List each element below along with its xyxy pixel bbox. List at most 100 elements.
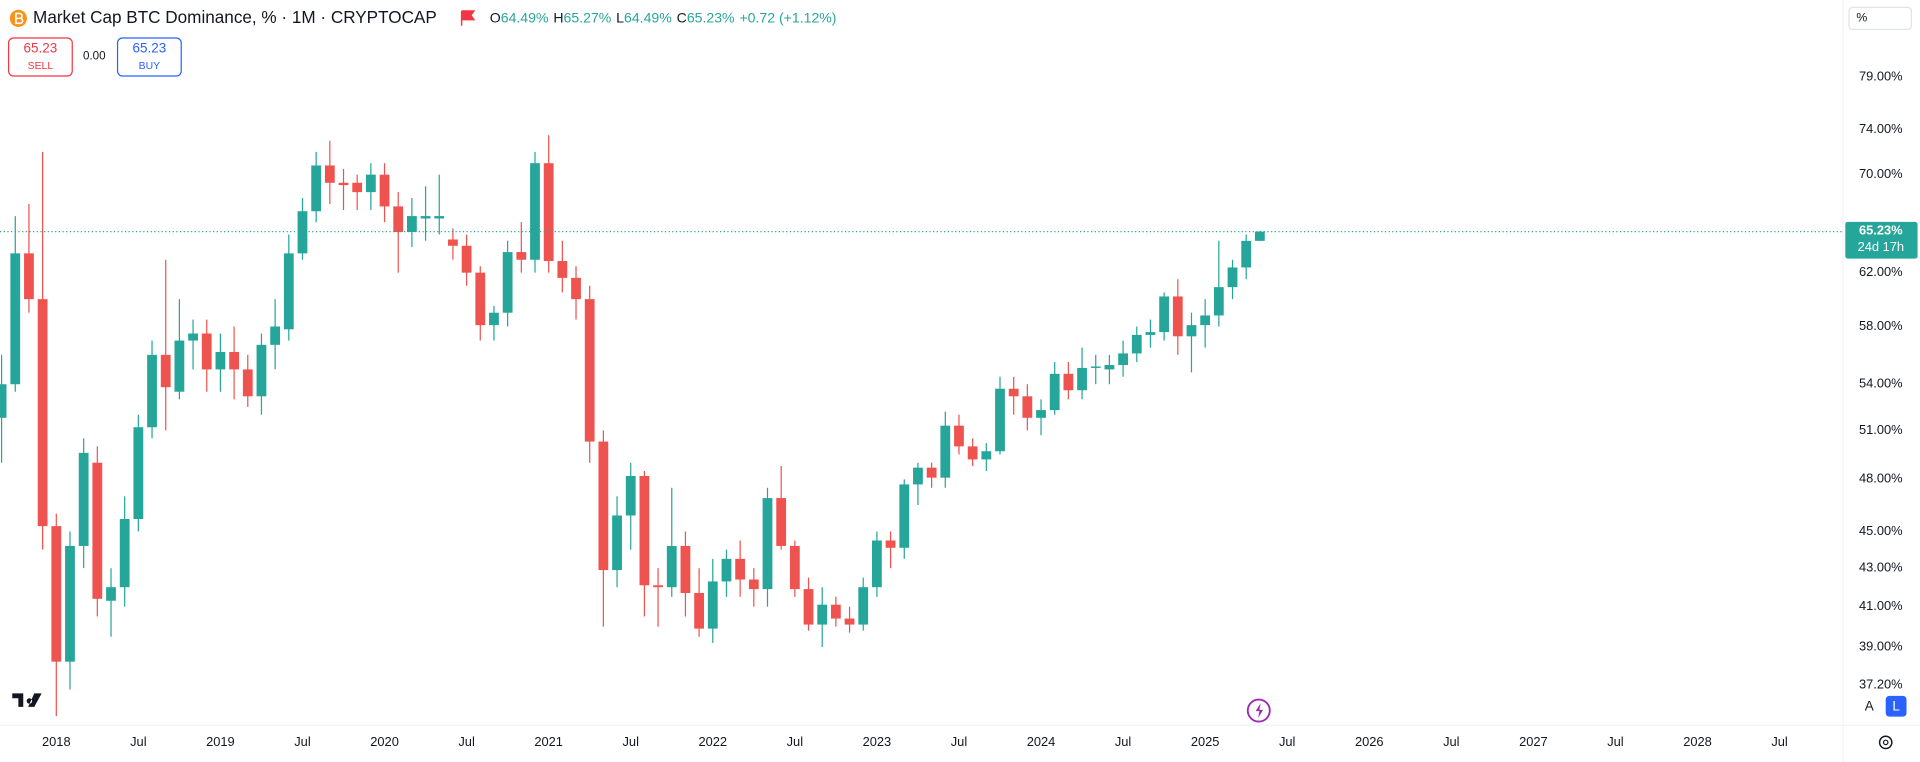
chart-title[interactable]: Market Cap BTC Dominance, % · 1M · CRYPT… bbox=[33, 7, 437, 27]
candle-body bbox=[830, 604, 841, 619]
candle-body bbox=[201, 333, 212, 370]
candle-body bbox=[707, 581, 718, 629]
x-tick-label: 2025 bbox=[1191, 734, 1220, 749]
candle-body bbox=[352, 182, 363, 193]
candle-body bbox=[174, 340, 185, 392]
settings-icon-inner bbox=[1882, 739, 1889, 746]
candle-body bbox=[995, 388, 1005, 452]
y-tick-label: 74.00% bbox=[1859, 121, 1903, 136]
candle-body bbox=[817, 604, 828, 625]
price-label: 65.23% bbox=[1859, 222, 1903, 237]
candle-body bbox=[51, 526, 62, 662]
candle-body bbox=[160, 354, 171, 388]
x-tick-label: 2026 bbox=[1355, 734, 1384, 749]
x-tick-label: 2028 bbox=[1683, 734, 1712, 749]
candle-body bbox=[694, 592, 705, 629]
candle-body bbox=[571, 277, 581, 300]
y-tick-label: 51.00% bbox=[1859, 422, 1903, 437]
candle-body bbox=[24, 253, 34, 300]
x-tick-label: Jul bbox=[623, 734, 639, 749]
candle-body bbox=[338, 182, 349, 186]
y-tick-label: 39.00% bbox=[1859, 638, 1903, 653]
candle-body bbox=[680, 545, 691, 593]
candle-body bbox=[940, 425, 951, 478]
candle-body bbox=[1186, 325, 1197, 337]
candle-body bbox=[721, 558, 732, 582]
scale-unit-box[interactable] bbox=[1848, 6, 1913, 31]
y-tick-label: 62.00% bbox=[1859, 264, 1903, 279]
candle-body bbox=[885, 540, 896, 548]
x-tick-label: 2024 bbox=[1027, 734, 1056, 749]
candle-body bbox=[188, 333, 198, 341]
candle-body bbox=[1036, 410, 1046, 418]
candle-body bbox=[1090, 366, 1101, 368]
candle-body bbox=[147, 354, 157, 428]
scale-unit[interactable]: % bbox=[1856, 11, 1867, 25]
candle-body bbox=[1213, 287, 1224, 316]
x-tick-label: 2019 bbox=[206, 734, 235, 749]
candle-body bbox=[612, 515, 622, 571]
ohlc-change: +0.72 (+1.12%) bbox=[739, 9, 836, 25]
spread: 0.00 bbox=[83, 49, 106, 62]
x-tick-label: 2022 bbox=[698, 734, 727, 749]
candle-body bbox=[256, 344, 267, 397]
candle-body bbox=[1241, 240, 1252, 268]
candle-body bbox=[106, 587, 116, 601]
candle-body bbox=[789, 545, 800, 590]
candle-body bbox=[379, 174, 390, 207]
candle-body bbox=[1159, 296, 1170, 333]
candle-body bbox=[803, 589, 814, 625]
candle-body bbox=[557, 261, 568, 278]
candle-body bbox=[475, 272, 486, 326]
candle-body bbox=[625, 475, 636, 516]
candle-body bbox=[324, 165, 335, 183]
x-tick-label: Jul bbox=[1115, 734, 1131, 749]
tradingview-logo[interactable] bbox=[12, 693, 42, 707]
flag-icon[interactable] bbox=[460, 10, 476, 26]
ohlc-legend: O64.49% H65.27% L64.49% C65.23% +0.72 (+1.12… bbox=[490, 9, 837, 25]
candle-body bbox=[78, 452, 89, 546]
x-tick-label: Jul bbox=[1443, 734, 1459, 749]
buy-price: 65.23 bbox=[133, 41, 167, 56]
candle-body bbox=[1172, 296, 1183, 337]
ohlc-key: H bbox=[553, 9, 563, 25]
x-tick-label: Jul bbox=[1771, 734, 1787, 749]
y-tick-label: 41.00% bbox=[1859, 598, 1903, 613]
auto-scale[interactable]: A bbox=[1865, 698, 1874, 713]
candle-body bbox=[967, 446, 978, 460]
y-tick-label: 45.00% bbox=[1859, 523, 1903, 538]
candle-body bbox=[420, 216, 431, 219]
sell-label: SELL bbox=[28, 61, 54, 72]
event-bolt bbox=[1255, 703, 1264, 718]
x-tick-label: Jul bbox=[787, 734, 803, 749]
candle-body bbox=[639, 475, 650, 586]
candle-body bbox=[899, 484, 910, 548]
candle-body bbox=[858, 587, 869, 625]
candle-body bbox=[844, 618, 855, 625]
y-tick-label: 43.00% bbox=[1859, 560, 1903, 575]
x-tick-label: 2027 bbox=[1519, 734, 1548, 749]
candle-body bbox=[1200, 315, 1211, 326]
candle-body bbox=[1008, 388, 1019, 397]
candle-body bbox=[393, 206, 404, 233]
sell-price: 65.23 bbox=[24, 41, 58, 56]
log-scale[interactable]: L bbox=[1892, 698, 1900, 713]
candle-body bbox=[1145, 332, 1156, 335]
candle-body bbox=[666, 545, 677, 588]
candle-body bbox=[0, 384, 7, 418]
sell-button[interactable] bbox=[7, 37, 73, 77]
candle-body bbox=[65, 545, 75, 662]
log-scale-button[interactable] bbox=[1885, 695, 1907, 717]
x-tick-label: 2018 bbox=[42, 734, 71, 749]
x-tick-label: Jul bbox=[1279, 734, 1295, 749]
auto-scale-button[interactable] bbox=[1858, 695, 1880, 717]
buy-button[interactable] bbox=[116, 37, 182, 77]
x-tick-label: Jul bbox=[951, 734, 967, 749]
settings-icon[interactable] bbox=[1878, 735, 1893, 750]
candle-body bbox=[776, 498, 787, 546]
ohlc-key: C bbox=[677, 9, 687, 25]
candle-body bbox=[954, 425, 964, 447]
candle-body bbox=[297, 211, 308, 254]
